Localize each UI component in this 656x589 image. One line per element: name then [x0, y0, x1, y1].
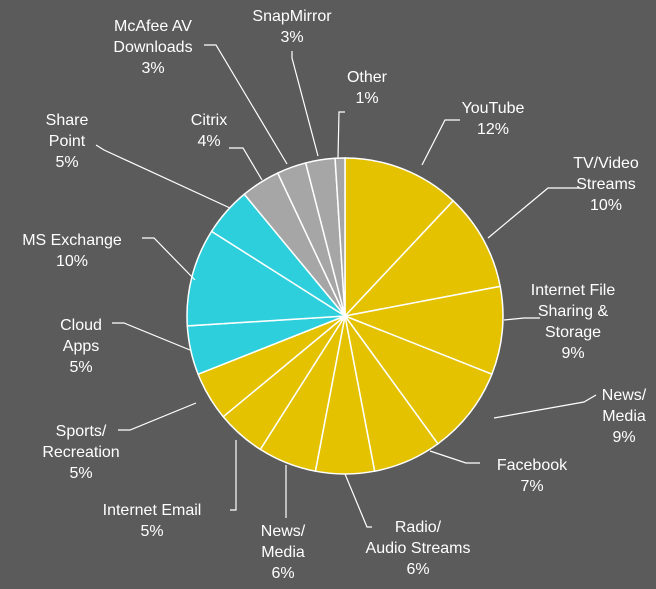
slice-name-label: TV/Video — [573, 155, 639, 172]
slice-value-label: 9% — [561, 345, 584, 362]
leader-line — [429, 450, 480, 464]
slice-value-label: 10% — [56, 253, 88, 270]
slice-name-label: Facebook — [497, 457, 568, 474]
slice-value-label: 5% — [140, 523, 163, 540]
slice-name-label: Radio/ — [395, 519, 442, 536]
slice-name-label: Share — [46, 112, 89, 129]
slice-label: Radio/Audio Streams 6% — [366, 519, 471, 578]
slice-label: Internet File Sharing & Storage 9% — [531, 282, 616, 362]
pie-slice — [342, 199, 502, 318]
leader-line — [204, 44, 288, 165]
slice-name-label: Media — [602, 408, 646, 425]
slice-name-label: McAfee AV — [114, 18, 192, 35]
slice-name-label: Citrix — [191, 112, 227, 129]
leader-line — [291, 51, 319, 157]
slice-label: MS Exchange 10% — [22, 232, 122, 270]
leader-line — [95, 144, 231, 209]
slice-value-label: 7% — [520, 478, 543, 495]
pie-slice — [344, 157, 455, 318]
slice-value-label: 1% — [355, 90, 378, 107]
slice-value-label: 3% — [141, 60, 164, 77]
slice-name-label: Sports/ — [56, 423, 107, 440]
slice-value-label: 10% — [590, 197, 622, 214]
slice-name-label: Streams — [576, 176, 636, 193]
pie-slices — [186, 157, 504, 475]
slice-label: McAfee AV Downloads 3% — [113, 18, 192, 77]
leader-line — [112, 322, 191, 351]
leader-line — [493, 394, 597, 419]
slice-name-label: News/ — [261, 523, 306, 540]
leader-line — [230, 440, 237, 511]
slice-label: News/Media 6% — [261, 523, 306, 582]
slice-name-label: MS Exchange — [22, 232, 122, 249]
pie-slice — [334, 157, 346, 317]
slice-name-label: Cloud — [60, 317, 102, 334]
slice-label: Share Point 5% — [46, 112, 89, 171]
slice-value-label: 4% — [197, 133, 220, 150]
slice-name-label: SnapMirror — [252, 8, 332, 25]
leader-line — [142, 237, 196, 281]
slice-value-label: 12% — [477, 121, 509, 138]
slice-label: Facebook 7% — [497, 457, 568, 495]
slice-label: YouTube 12% — [462, 100, 525, 138]
slice-value-label: 5% — [69, 359, 92, 376]
leader-line — [229, 147, 263, 181]
slice-value-label: 9% — [612, 429, 635, 446]
pie-slice — [342, 314, 493, 445]
slice-name-label: Storage — [545, 324, 601, 341]
slice-value-label: 5% — [55, 154, 78, 171]
slice-name-label: Internet Email — [103, 502, 202, 519]
slice-label: TV/Video Streams 10% — [573, 155, 639, 214]
leader-line — [487, 187, 580, 239]
slice-label: SnapMirror 3% — [252, 8, 332, 46]
slice-label: Other 1% — [347, 69, 388, 107]
slice-labels: YouTube 12% TV/Video Streams 10% Internet Fil… — [22, 8, 647, 582]
slice-value-label: 6% — [271, 565, 294, 582]
slice-name-label: News/ — [602, 387, 647, 404]
leader-lines — [95, 44, 597, 528]
leader-line — [503, 317, 540, 321]
slice-label: News/Media 9% — [602, 387, 647, 446]
leader-line — [344, 473, 372, 528]
slice-name-label: Point — [49, 133, 86, 150]
slice-name-label: Audio Streams — [366, 540, 471, 557]
slice-label: Sports/Recreation 5% — [42, 423, 119, 482]
slice-name-label: Apps — [63, 338, 99, 355]
slice-label: Citrix 4% — [191, 112, 227, 150]
slice-name-label: Internet File — [531, 282, 616, 299]
slice-name-label: Downloads — [113, 39, 192, 56]
slice-name-label: Other — [347, 69, 388, 86]
pie-slice — [342, 285, 504, 376]
slice-name-label: Sharing & — [538, 303, 609, 320]
slice-value-label: 6% — [406, 561, 429, 578]
slice-label: Cloud Apps 5% — [60, 317, 102, 376]
slice-label: Internet Email 5% — [103, 502, 202, 540]
leader-line — [118, 402, 197, 431]
slice-name-label: Media — [261, 544, 305, 561]
slice-value-label: 3% — [280, 29, 303, 46]
leader-line — [337, 111, 345, 159]
slice-name-label: Recreation — [42, 444, 119, 461]
leader-line — [421, 119, 460, 166]
slice-value-label: 5% — [69, 465, 92, 482]
slice-name-label: YouTube — [462, 100, 525, 117]
